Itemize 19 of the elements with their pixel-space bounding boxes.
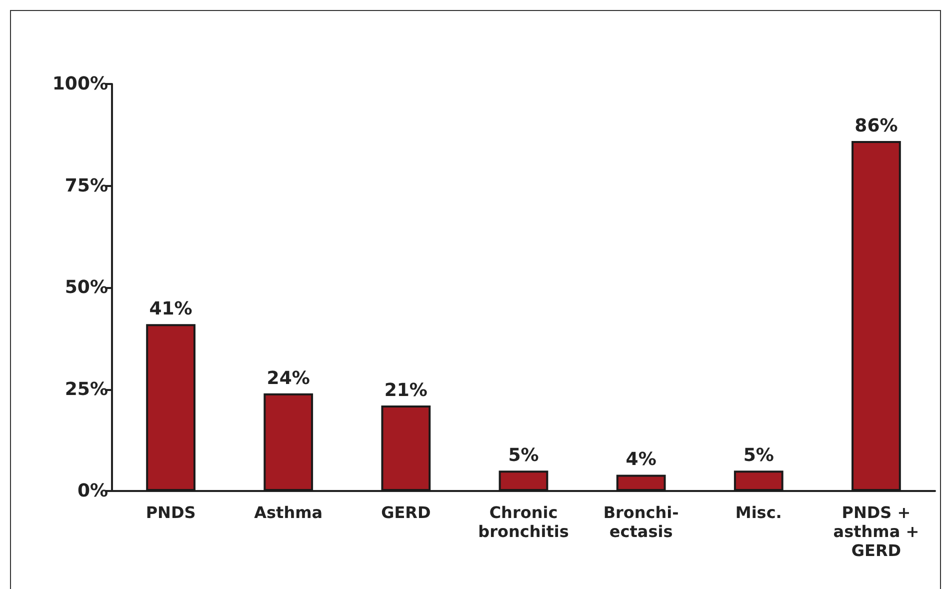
data-label: 5% (508, 445, 539, 466)
data-label: 21% (384, 380, 428, 402)
y-tick-label: 0% (77, 480, 108, 502)
x-tick-label: PNDS + asthma + GERD (833, 503, 920, 560)
y-tick-label: 25% (64, 378, 108, 400)
x-tick-label: GERD (381, 503, 431, 522)
data-label: 86% (854, 115, 898, 136)
x-tick-label: Misc. (735, 503, 782, 522)
data-label: 24% (266, 368, 310, 389)
x-tick-label: Asthma (254, 503, 323, 522)
x-tick-label: PNDS (146, 503, 196, 522)
y-tick-label: 100% (52, 74, 108, 94)
x-tick-label: Chronic bronchitis (478, 503, 569, 541)
data-label: 41% (149, 298, 192, 320)
data-label: 5% (743, 445, 774, 466)
x-tick-label: Bronchi- ectasis (603, 503, 679, 541)
data-label: 4% (626, 449, 656, 470)
y-tick-label: 75% (64, 175, 108, 196)
y-tick-label: 50% (64, 277, 108, 298)
